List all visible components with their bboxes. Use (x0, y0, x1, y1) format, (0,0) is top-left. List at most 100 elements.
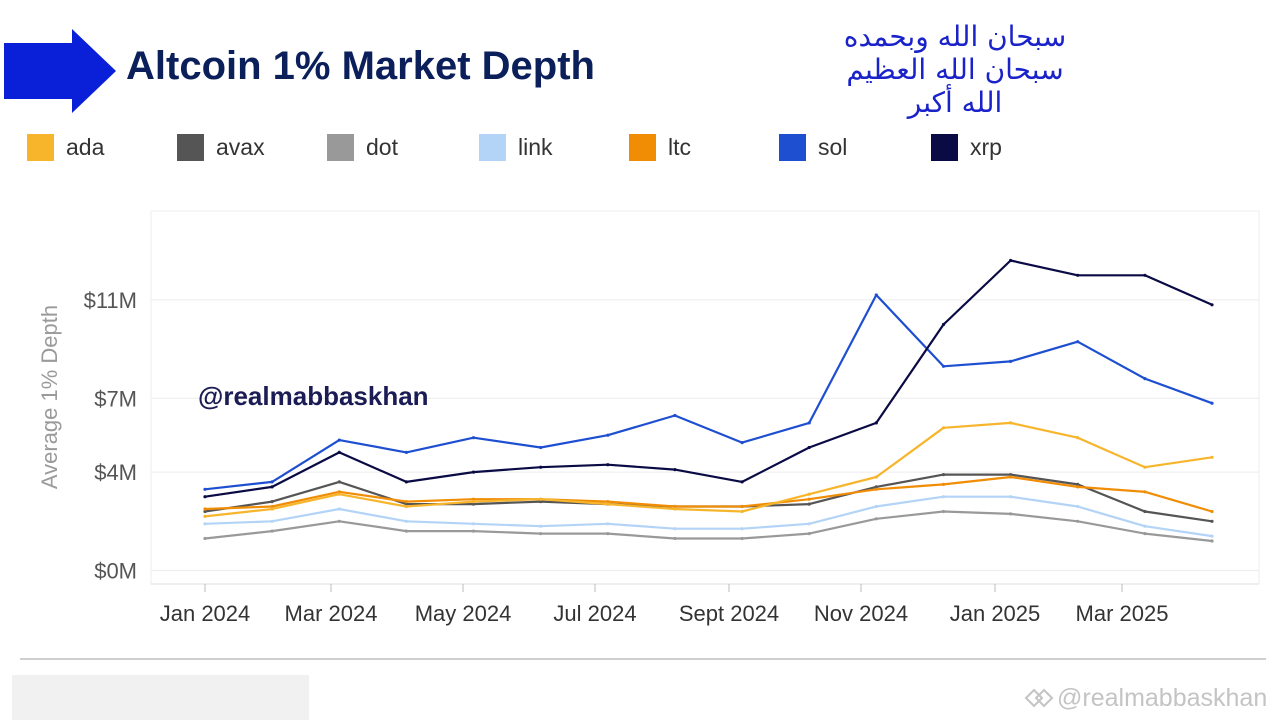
data-point-ltc (270, 504, 274, 509)
data-point-dot (471, 529, 476, 533)
data-point-ltc (874, 487, 878, 491)
data-point-dot (673, 536, 677, 541)
data-point-sol (1009, 359, 1013, 363)
legend-swatch (177, 133, 204, 161)
data-point-ltc (807, 497, 811, 501)
data-point-ltc (203, 507, 207, 511)
legend-swatch (779, 133, 806, 161)
data-point-ltc (471, 497, 476, 501)
legend-label: xrp (970, 133, 1002, 160)
data-point-xrp (270, 485, 274, 489)
data-point-link (673, 527, 677, 531)
data-point-avax (471, 502, 476, 506)
legend-item-xrp: xrp (931, 130, 1002, 164)
data-point-avax (1009, 473, 1013, 477)
data-point-xrp (874, 421, 878, 425)
data-point-xrp (1210, 303, 1214, 307)
data-point-link (203, 522, 207, 526)
footer-panel (12, 675, 309, 720)
data-point-ada (740, 509, 744, 514)
arabic-text-block: سبحان الله وبحمده سبحان الله العظيم الله… (820, 20, 1090, 119)
data-point-link (941, 495, 946, 499)
data-point-sol (941, 364, 946, 368)
data-point-ltc (1009, 475, 1013, 479)
data-point-sol (1143, 377, 1147, 381)
legend-swatch (479, 133, 506, 161)
data-point-avax (1076, 482, 1080, 486)
data-point-sol (471, 436, 476, 440)
x-tick-label: Jan 2024 (160, 601, 251, 626)
data-point-ada (941, 426, 946, 430)
x-tick-label: Nov 2024 (814, 601, 908, 626)
data-point-dot (539, 532, 543, 536)
data-point-link (807, 522, 811, 526)
data-point-dot (941, 509, 946, 514)
series-line-ada (204, 421, 1213, 518)
data-point-sol (404, 450, 408, 454)
data-point-ada (874, 475, 878, 479)
data-point-ltc (1143, 490, 1147, 494)
data-point-ltc (740, 504, 744, 509)
data-point-dot (1076, 519, 1080, 523)
page-title: Altcoin 1% Market Depth (126, 44, 595, 88)
x-tick-label: Mar 2025 (1076, 601, 1169, 626)
legend-label: link (518, 133, 553, 160)
data-point-xrp (539, 465, 543, 469)
data-point-ada (1210, 455, 1214, 459)
legend-item-link: link (479, 130, 553, 164)
data-point-link (337, 507, 341, 511)
legend-item-ltc: ltc (629, 130, 691, 164)
legend-item-dot: dot (327, 130, 398, 164)
legend-item-avax: avax (177, 130, 265, 164)
y-axis-label: Average 1% Depth (37, 305, 62, 489)
data-point-link (740, 527, 744, 531)
arrow-icon (4, 29, 116, 113)
data-point-dot (1009, 512, 1013, 516)
data-point-link (874, 504, 878, 509)
data-point-sol (807, 421, 811, 425)
data-point-sol (1210, 401, 1214, 405)
data-point-link (1076, 504, 1080, 509)
series-ltc (203, 475, 1214, 514)
data-point-avax (1143, 509, 1147, 514)
data-point-dot (337, 519, 341, 523)
data-point-sol (203, 487, 207, 491)
data-point-ada (673, 507, 677, 511)
x-tick-label: Jan 2025 (950, 601, 1041, 626)
data-point-xrp (740, 480, 744, 484)
y-tick-label: $0M (94, 559, 137, 584)
data-point-xrp (404, 480, 408, 484)
legend-label: dot (366, 133, 398, 160)
series-line-link (204, 495, 1213, 538)
data-point-ltc (1076, 485, 1080, 489)
legend-swatch (27, 133, 54, 161)
y-tick-label: $4M (94, 460, 137, 485)
series-line-dot (204, 510, 1213, 543)
chart-legend: ada avax dot link ltc sol xrp (0, 130, 1280, 164)
data-point-avax (807, 502, 811, 506)
data-point-sol (874, 293, 878, 297)
data-point-link (606, 522, 610, 526)
data-point-sol (606, 433, 610, 437)
footer-watermark: @realmabbaskhan (1057, 684, 1268, 712)
chart-watermark: @realmabbaskhan (198, 381, 429, 411)
data-point-sol (1076, 340, 1080, 344)
series-xrp (203, 258, 1214, 499)
data-point-dot (606, 532, 610, 536)
legend-item-sol: sol (779, 130, 847, 164)
data-point-ada (807, 492, 811, 496)
y-tick-label: $7M (94, 386, 137, 411)
data-point-sol (539, 445, 543, 450)
data-point-link (404, 519, 408, 523)
series-link (203, 495, 1214, 538)
legend-swatch (629, 133, 656, 161)
data-point-xrp (807, 445, 811, 450)
data-point-xrp (471, 470, 476, 474)
interlocking-diamonds-icon (1024, 688, 1054, 708)
data-point-avax (874, 485, 878, 489)
data-point-sol (337, 438, 341, 442)
data-point-link (1009, 495, 1013, 499)
data-point-ltc (606, 500, 610, 504)
data-point-xrp (1143, 273, 1147, 277)
